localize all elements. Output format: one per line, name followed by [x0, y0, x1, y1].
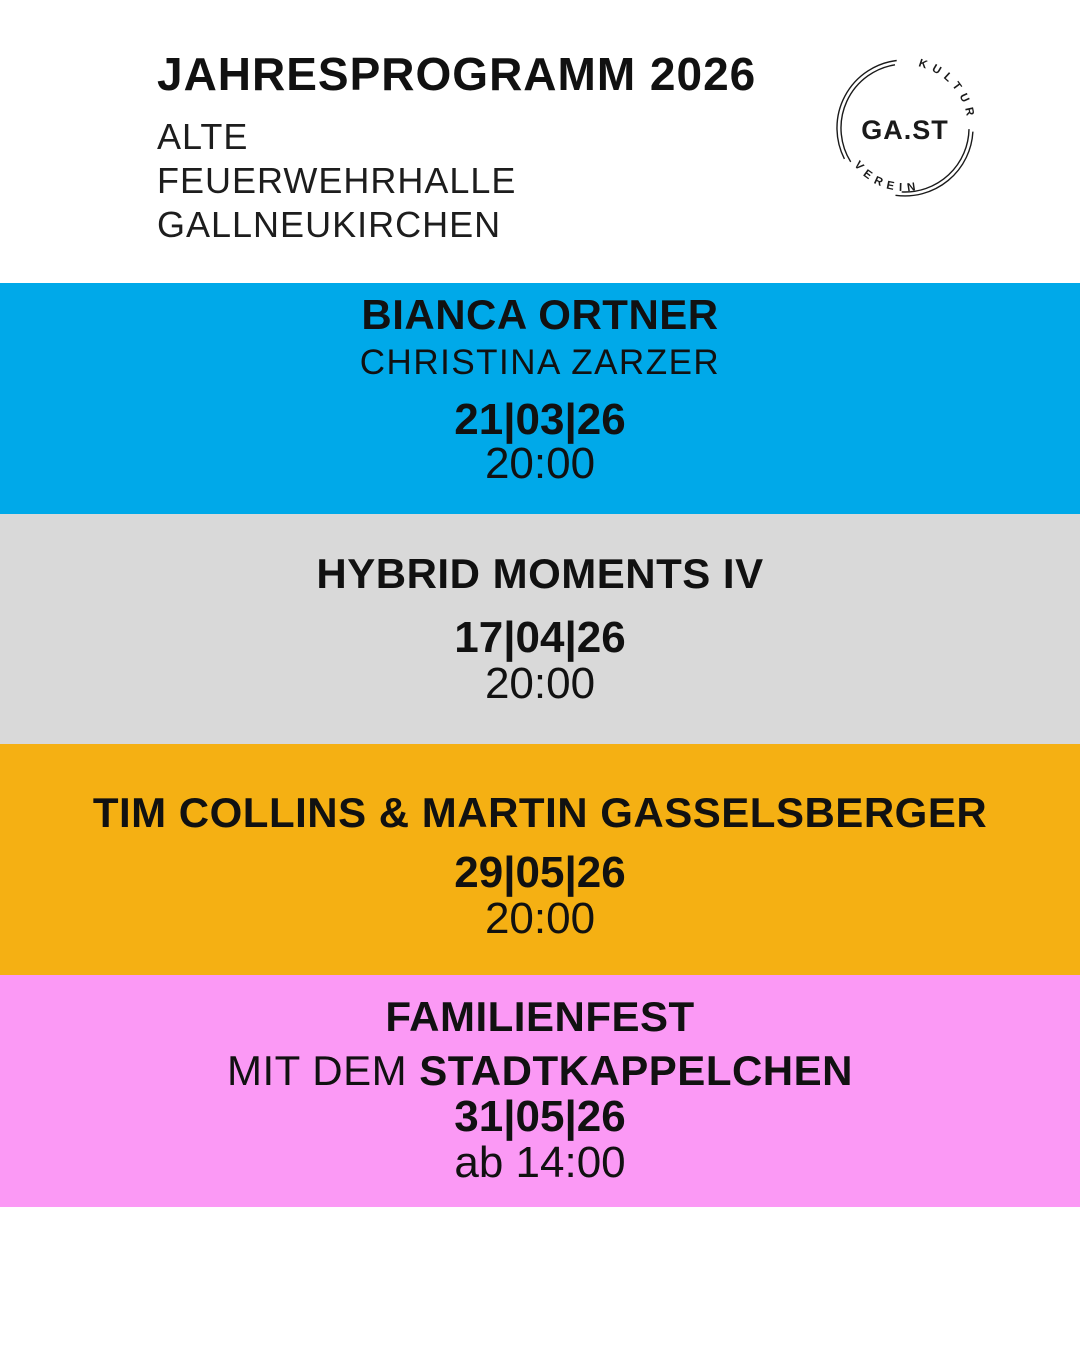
venue-address: ALTE FEUERWEHRHALLE GALLNEUKIRCHEN: [157, 115, 516, 247]
venue-line-3: GALLNEUKIRCHEN: [157, 204, 502, 245]
logo-center-text: GA.ST: [861, 115, 949, 145]
event-date: 31|05|26: [454, 1092, 626, 1141]
logo-arc-lower-right-outer: [895, 131, 974, 197]
event-time: 20:00: [484, 659, 596, 708]
event-subtitle-prefix: MIT DEM: [227, 1047, 420, 1094]
logo-arc-lower-right-inner: [901, 129, 970, 193]
event-band-tim-collins-martin-gasselsberger: TIM COLLINS & MARTIN GASSELSBERGER 29|05…: [0, 744, 1080, 975]
logo-ring-text-verein: VEREIN: [851, 159, 921, 194]
event-subtitle-bold: STADTKAPPELCHEN: [419, 1047, 853, 1094]
header: JAHRESPROGRAMM 2026 ALTE FEUERWEHRHALLE …: [0, 0, 1080, 283]
logo-ring-text-kultur: KULTUR: [917, 57, 977, 122]
footer-blank: [0, 1207, 1080, 1350]
program-title: JAHRESPROGRAMM 2026: [157, 48, 757, 100]
event-title: BIANCA ORTNER: [361, 291, 719, 338]
event-title: FAMILIENFEST: [385, 993, 695, 1040]
event-band-familienfest: FAMILIENFEST MIT DEM STADTKAPPELCHEN 31|…: [0, 975, 1080, 1207]
logo-arc-upper-left-inner: [840, 64, 896, 163]
event-band-hybrid-moments: HYBRID MOMENTS IV 17|04|26 20:00: [0, 514, 1080, 744]
event-date: 29|05|26: [454, 848, 626, 897]
event-time: ab 14:00: [454, 1138, 626, 1187]
event-time: 20:00: [484, 439, 596, 488]
event-date: 21|03|26: [454, 395, 626, 444]
logo-arc-upper-left-outer: [836, 59, 897, 160]
venue-line-1: ALTE: [157, 116, 249, 157]
event-subtitle: CHRISTINA ZARZER: [359, 343, 721, 382]
event-date: 17|04|26: [454, 613, 626, 662]
venue-line-2: FEUERWEHRHALLE: [157, 160, 517, 201]
event-title: HYBRID MOMENTS IV: [316, 550, 764, 597]
event-subtitle: MIT DEM STADTKAPPELCHEN: [0, 1047, 1080, 1095]
event-time: 20:00: [484, 894, 596, 943]
gast-logo: KULTUR VEREIN GA.ST: [836, 57, 977, 197]
event-title: TIM COLLINS & MARTIN GASSELSBERGER: [92, 789, 988, 836]
event-band-bianca-ortner: BIANCA ORTNER CHRISTINA ZARZER 21|03|26 …: [0, 283, 1080, 514]
